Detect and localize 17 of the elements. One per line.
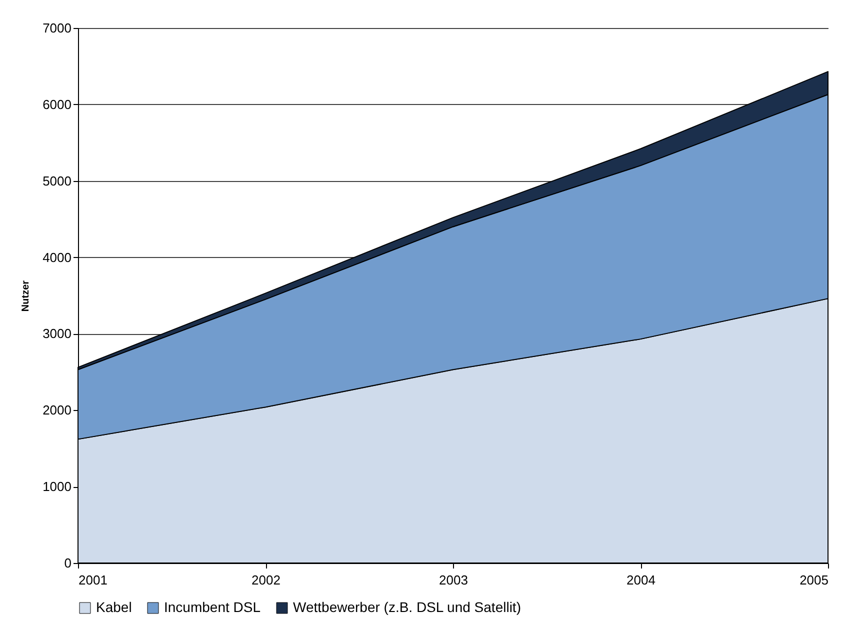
x-tick-label: 2003 [439,572,468,588]
x-tick-label: 2002 [252,572,280,588]
y-tick-label: 3000 [42,326,72,342]
y-tick-label: 5000 [42,173,72,188]
legend-label: Incumbent DSL [164,599,261,615]
y-tick-label: 7000 [42,20,72,36]
x-tick-label: 2005 [800,572,828,588]
x-tick-label: 2001 [78,572,108,588]
y-tick-label: 1000 [42,479,72,494]
y-axis-title: Nutzer [20,280,32,312]
x-tick-label: 2004 [626,572,656,588]
legend-label: Kabel [96,599,132,615]
y-tick-label: 2000 [42,402,72,418]
y-tick-label: 4000 [42,250,72,265]
legend-label: Wettbewerber (z.B. DSL und Satellit) [293,599,521,615]
y-tick-label: 6000 [42,96,72,112]
y-tick-label: 0 [64,556,72,570]
